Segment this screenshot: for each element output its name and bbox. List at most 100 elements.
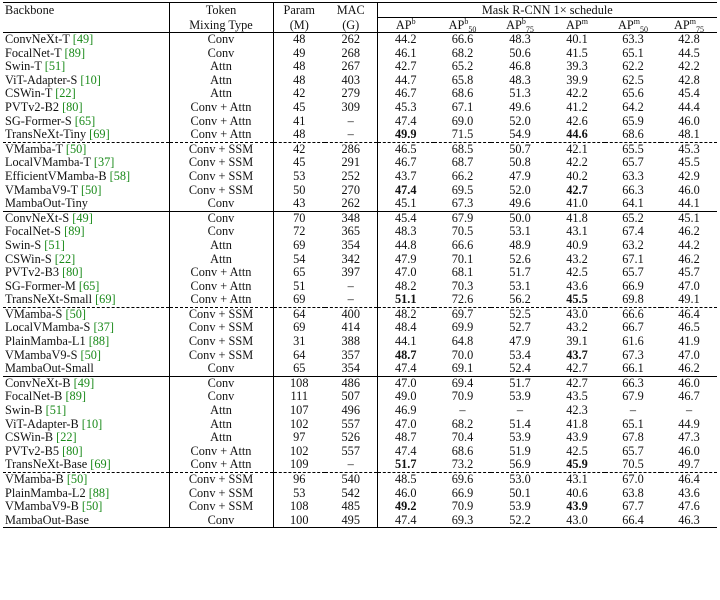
table-row: TransNeXt-Small [69] Conv + Attn 69–51.1 72… <box>3 292 717 308</box>
citation-link[interactable]: [89] <box>64 224 85 239</box>
citation-link[interactable]: [69] <box>90 457 111 472</box>
metric-cell: 52.6 <box>509 251 531 266</box>
mac-cell: 286 <box>325 141 378 157</box>
metric-cell: 47.4 <box>394 182 417 197</box>
token-mixing-cell: Conv + Attn <box>169 114 274 129</box>
metric-cell: 48.3 <box>509 72 531 87</box>
metric-cell: 68.1 <box>451 265 474 280</box>
param-cell: 49 <box>293 45 306 60</box>
table-row: SG-Former-S [65] Conv + Attn 41–47.4 69.0 52… <box>3 113 717 129</box>
citation-link[interactable]: [69] <box>95 292 116 307</box>
citation-link[interactable]: [89] <box>65 389 86 404</box>
citation-link[interactable]: [22] <box>56 430 77 445</box>
metric-cell: 46.9 <box>394 403 417 418</box>
backbone-cell: LocalVMamba-S [37] <box>3 320 170 336</box>
metric-cell: 46.8 <box>509 59 531 74</box>
metric-cell: 48.2 <box>394 278 417 293</box>
citation-link[interactable]: [10] <box>81 416 103 431</box>
metric-cell: 53.4 <box>509 347 531 362</box>
citation-link[interactable]: [22] <box>55 86 76 101</box>
backbone-cell: ConvNeXt-T [49] <box>3 31 170 47</box>
mac-cell: 403 <box>325 73 378 88</box>
param-cell: 45 <box>293 155 306 170</box>
metric-cell: 67.9 <box>622 389 644 404</box>
token-mixing-cell: Conv <box>169 210 274 226</box>
mac-cell: 262 <box>325 196 378 212</box>
metric-cell: 46.2 <box>678 251 700 266</box>
token-mixing-cell: Conv + SSM <box>169 169 274 184</box>
citation-link[interactable]: [49] <box>73 375 95 390</box>
metric-cell: 61.6 <box>622 334 644 349</box>
metric-cell: 47.4 <box>377 513 434 529</box>
backbone-name: SG-Former-S <box>5 113 72 128</box>
citation-link[interactable]: [50] <box>80 347 102 362</box>
token-mixing-cell: Attn <box>169 60 274 74</box>
token-mixing-cell: Conv <box>169 513 274 529</box>
citation-link[interactable]: [88] <box>88 485 110 500</box>
param-cell: 64 <box>293 347 306 362</box>
metric-cell: 46.1 <box>394 45 417 60</box>
table-row: FocalNet-T [89] Conv 49 268 46.1 68.2 50.6 41.5… <box>3 45 717 61</box>
param-cell: 102 <box>290 416 309 431</box>
metric-cell: 67.4 <box>622 224 644 239</box>
metric-cell: – <box>516 403 524 418</box>
citation-link[interactable]: [10] <box>80 72 101 87</box>
metric-cell: 43.7 <box>394 168 417 183</box>
token-mixing-cell: Conv <box>169 31 274 47</box>
metric-cell: 49.2 <box>394 499 417 514</box>
citation-link[interactable]: [51] <box>44 59 66 74</box>
citation-link[interactable]: [80] <box>62 99 83 114</box>
citation-link[interactable]: [80] <box>62 443 83 458</box>
token-mixing-cell: Attn <box>169 73 274 88</box>
metric-cell: 53.9 <box>509 389 531 404</box>
citation-link[interactable]: [88] <box>88 334 110 349</box>
table-row: MambaOut-Base Conv 100 495 47.4 69.3 52.2 43.0 6… <box>3 513 718 529</box>
citation-link[interactable]: [69] <box>89 127 110 142</box>
param-cell: 69 <box>293 237 306 252</box>
citation-link[interactable]: [50] <box>81 499 103 514</box>
citation-link[interactable]: [50] <box>65 306 86 321</box>
metric-cell: 67.7 <box>622 499 644 514</box>
metric-cell: 48.3 <box>491 31 549 47</box>
citation-link[interactable]: [51] <box>44 237 65 252</box>
table-row: CSWin-B [22] Attn 97 526 48.7 70.4 53.9 43.9 67.… <box>3 430 717 445</box>
metric-cell: 69.3 <box>434 513 491 529</box>
mac-cell: 486 <box>325 375 378 391</box>
citation-link[interactable]: [37] <box>93 155 115 170</box>
metric-cell: 43.7 <box>566 347 588 362</box>
citation-link[interactable]: [58] <box>109 168 131 183</box>
backbone-cell: TransNeXt-Tiny [69] <box>3 127 170 143</box>
citation-link[interactable]: [50] <box>65 141 87 156</box>
citation-link[interactable]: [80] <box>62 265 83 280</box>
citation-link[interactable]: [51] <box>45 403 67 418</box>
citation-link[interactable]: [50] <box>66 472 88 486</box>
metric-cell: 44.6 <box>566 127 588 142</box>
citation-link[interactable]: [65] <box>78 278 100 293</box>
citation-link[interactable]: [50] <box>80 182 102 197</box>
citation-link[interactable]: [89] <box>64 45 86 60</box>
metric-cell: 65.7 <box>622 443 644 458</box>
param-cell: 64 <box>273 306 325 322</box>
token-mixing-cell: Attn <box>169 431 274 445</box>
metric-cell: 44.2 <box>377 31 434 47</box>
citation-link[interactable]: [65] <box>74 113 96 128</box>
metric-cell: 42.7 <box>549 375 605 391</box>
metric-cell: 47.9 <box>394 251 417 266</box>
table-row: VMambaV9-T [50] Conv + SSM 50 270 47.4 69.5 52… <box>3 182 717 198</box>
metric-cell: 44.1 <box>678 196 700 211</box>
backbone-cell: SG-Former-M [65] <box>3 278 170 294</box>
citation-link[interactable]: [49] <box>72 210 93 225</box>
param-cell: 41 <box>293 113 306 128</box>
metric-cell: 41.0 <box>566 196 588 211</box>
metric-cell: 52.0 <box>509 182 531 197</box>
metric-cell: 42.6 <box>566 113 588 128</box>
backbone-cell: EfficientVMamba-B [58] <box>3 168 170 184</box>
citation-link[interactable]: [22] <box>54 251 76 266</box>
metric-cell: – <box>629 403 637 418</box>
metric-cell: 66.2 <box>451 168 474 183</box>
citation-link[interactable]: [37] <box>93 320 114 335</box>
header-backbone: Backbone <box>3 2 170 18</box>
results-table-container: Backbone Token Param MAC Mask R-CNN 1× s… <box>3 2 718 529</box>
metric-cell: 66.7 <box>622 320 644 335</box>
citation-link[interactable]: [49] <box>72 32 94 46</box>
